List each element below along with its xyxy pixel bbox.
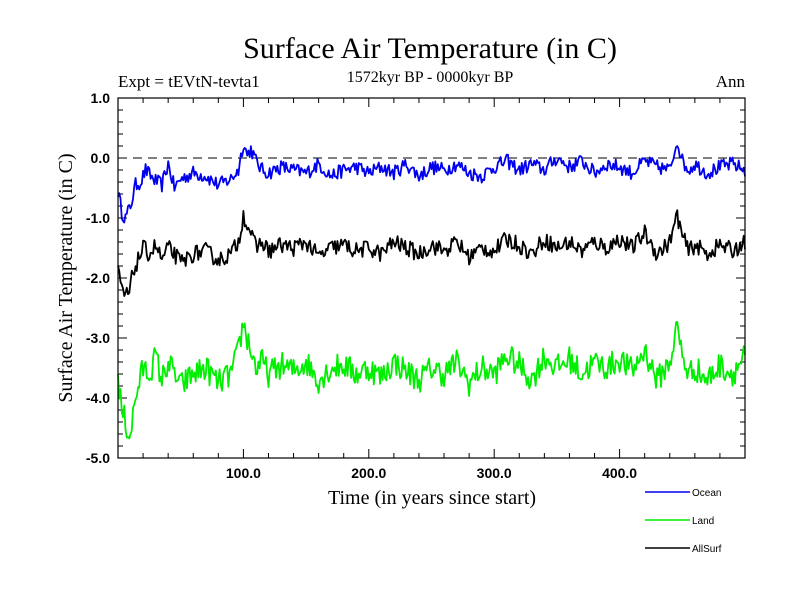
legend: Ocean Land AllSurf [645, 488, 722, 555]
y-tick-label: -2.0 [86, 270, 110, 286]
y-tick-label: -5.0 [86, 450, 110, 466]
series-line-ocean [117, 145, 746, 224]
x-tick-label: 100.0 [226, 465, 261, 481]
y-axis-label: Surface Air Temperature (in C) [55, 153, 77, 402]
plot-area: 100.0 200.0 300.0 400.0 1.0 0.0 -1.0 -2.0 -3.0 -4… [86, 90, 746, 481]
series-line-land [117, 320, 746, 440]
y-tick-label: 1.0 [91, 90, 111, 106]
y-tick-label: -4.0 [86, 390, 110, 406]
x-tick-label: 200.0 [351, 465, 386, 481]
y-tick-label: -1.0 [86, 210, 110, 226]
plot-frame [117, 97, 746, 459]
legend-label-allsurf: AllSurf [692, 544, 722, 555]
x-tick-label: 400.0 [602, 465, 637, 481]
y-tick-label: 0.0 [91, 150, 111, 166]
x-tick-label: 300.0 [477, 465, 512, 481]
x-axis-label: Time (in years since start) [328, 487, 536, 509]
y-tick-label: -3.0 [86, 330, 110, 346]
legend-label-land: Land [692, 516, 714, 527]
chart-subtitle: 1572kyr BP - 0000kyr BP [347, 69, 514, 86]
season-label: Ann [716, 72, 746, 91]
chart-title: Surface Air Temperature (in C) [243, 32, 617, 65]
series-line-allsurf [117, 209, 746, 297]
experiment-label: Expt = tEVtN-tevta1 [118, 72, 260, 91]
legend-label-ocean: Ocean [692, 488, 721, 499]
